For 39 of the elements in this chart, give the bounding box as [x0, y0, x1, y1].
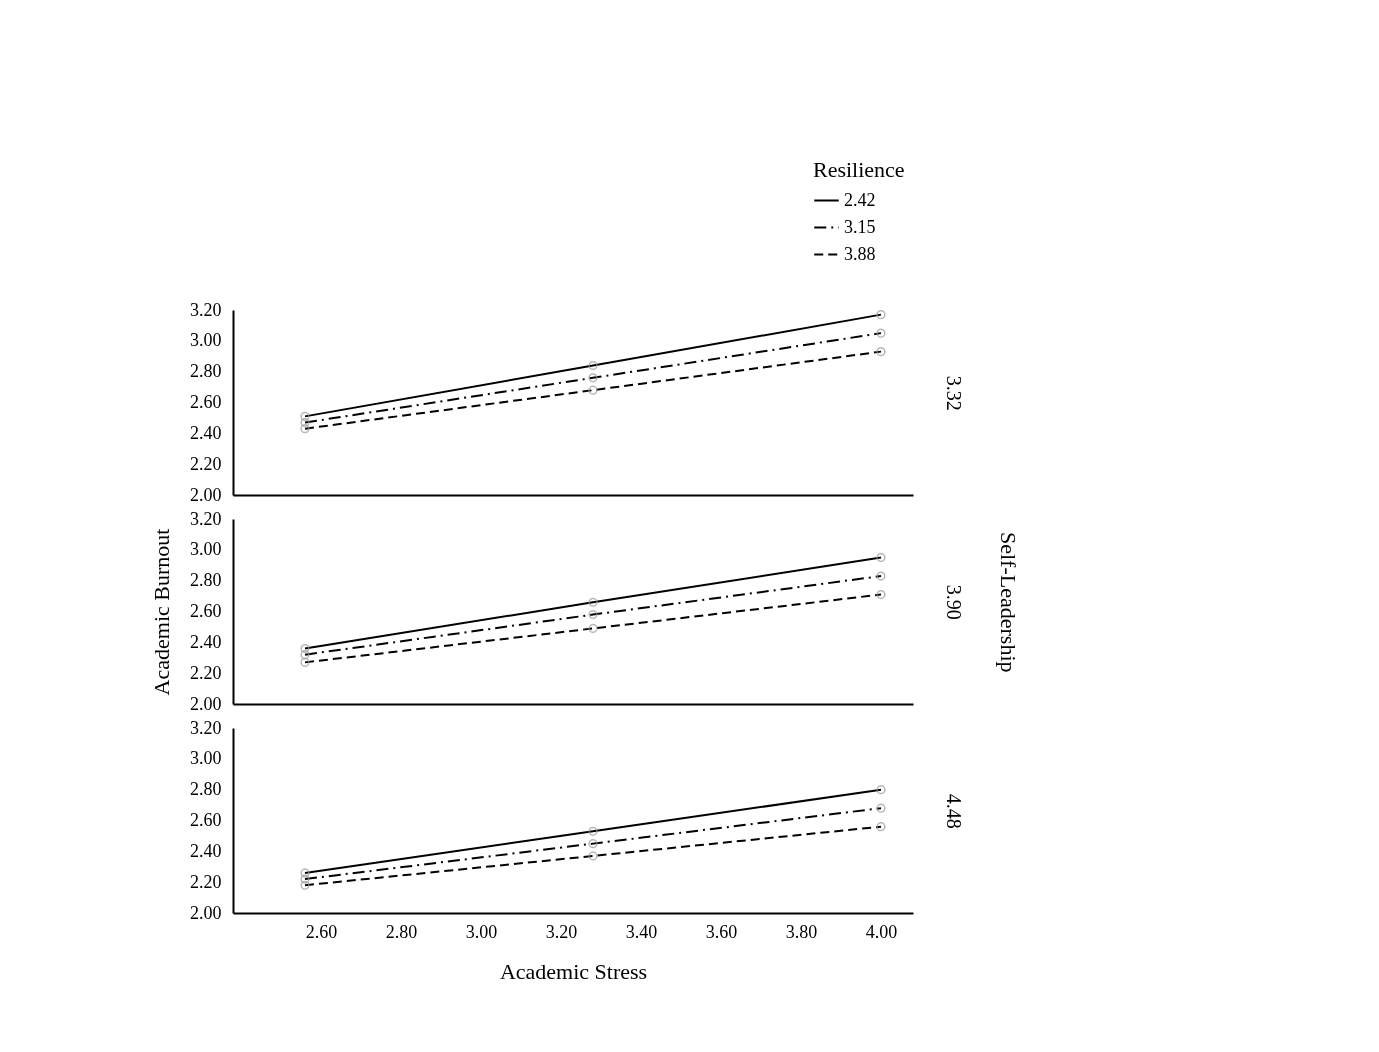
- legend-label: 3.88: [844, 243, 876, 264]
- text: 3.32: [943, 375, 965, 411]
- x-tick-label: 2.80: [385, 921, 418, 942]
- y-tick-label: 2.60: [190, 392, 222, 412]
- x-tick-label: 3.40: [625, 921, 658, 942]
- y-tick-label: 3.00: [190, 748, 222, 769]
- y-tick-label: 3.00: [190, 539, 222, 560]
- x-tick-label: 3.60: [705, 921, 738, 942]
- y-tick-label: 2.80: [190, 779, 222, 800]
- x-tick-label: 3.20: [545, 921, 578, 942]
- y-tick-label: 3.00: [190, 330, 222, 351]
- x-tick-label: 4.00: [865, 921, 898, 942]
- legend-title: Resilience: [813, 157, 905, 182]
- x-axis-title: Academic Stress: [499, 958, 648, 984]
- y-tick-label: 2.20: [190, 453, 222, 474]
- y-tick-label: 3.20: [190, 299, 222, 320]
- x-tick-label: 3.80: [785, 921, 818, 942]
- text: 4.48: [943, 793, 965, 829]
- y-tick-label: 2.00: [190, 693, 222, 714]
- legend-label: 3.15: [844, 216, 876, 237]
- y-tick-label: 2.00: [190, 902, 222, 923]
- y-tick-label: 3.20: [190, 717, 222, 738]
- legend-label: 2.42: [844, 189, 876, 210]
- y-axis-title: Academic Burnout: [149, 528, 174, 696]
- y-tick-label: 2.40: [190, 631, 222, 652]
- x-tick-label: 3.00: [465, 921, 498, 942]
- y-tick-label: 2.60: [190, 601, 222, 621]
- y-tick-label: 2.80: [190, 570, 222, 591]
- x-tick-label: 2.60: [305, 921, 338, 942]
- y-tick-label: 2.20: [190, 871, 222, 892]
- y-tick-label: 2.40: [190, 840, 222, 861]
- y-tick-label: 2.40: [190, 422, 222, 443]
- text: 3.90: [943, 584, 965, 620]
- y-tick-label: 2.80: [190, 361, 222, 382]
- y2-axis-title: Self-Leadership: [996, 532, 1021, 673]
- y-tick-label: 2.60: [190, 810, 222, 830]
- y-tick-label: 3.20: [190, 508, 222, 529]
- y-tick-label: 2.00: [190, 484, 222, 505]
- y-tick-label: 2.20: [190, 662, 222, 683]
